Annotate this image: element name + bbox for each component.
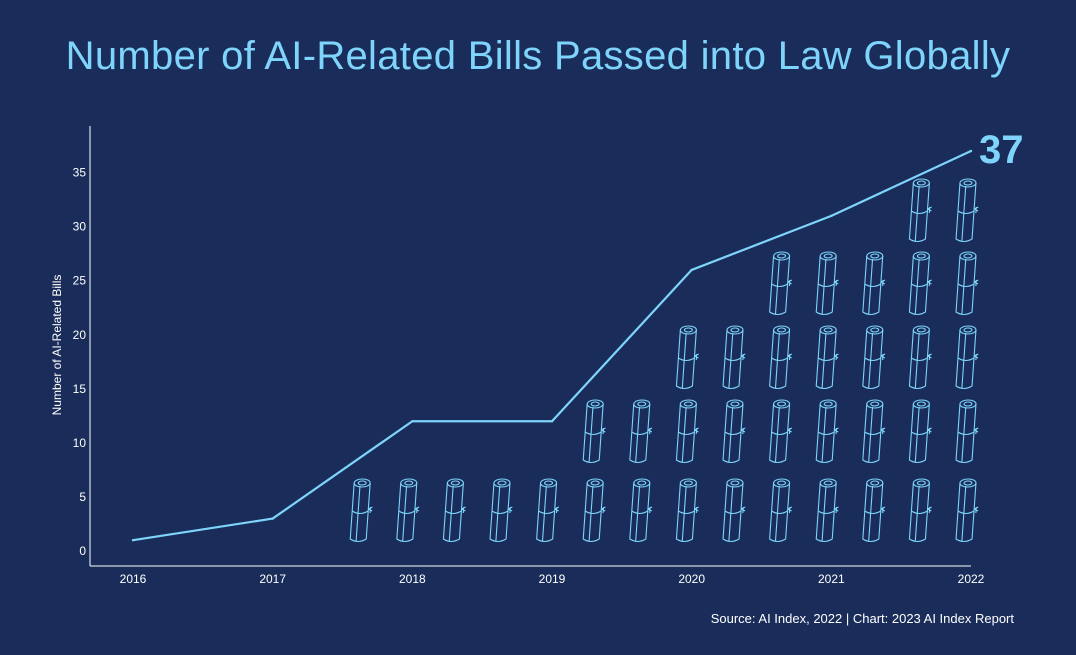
scroll-icon xyxy=(908,178,932,243)
x-tick-label: 2021 xyxy=(818,572,845,586)
scroll-icon xyxy=(908,325,932,390)
scroll-icon xyxy=(815,251,839,316)
data-point xyxy=(690,268,693,272)
y-tick-label: 30 xyxy=(73,220,87,234)
scroll-icon xyxy=(862,478,886,543)
y-tick-label: 35 xyxy=(73,166,87,180)
y-tick-label: 5 xyxy=(79,490,86,504)
data-point xyxy=(830,214,833,218)
scroll-icon xyxy=(955,178,979,243)
y-tick-label: 25 xyxy=(73,274,87,288)
scroll-icon xyxy=(489,478,513,543)
y-tick-label: 20 xyxy=(73,328,87,342)
scroll-icon xyxy=(536,478,560,543)
chart-title: Number of AI-Related Bills Passed into L… xyxy=(65,34,1011,78)
scroll-icon xyxy=(442,478,466,543)
y-axis-title: Number of AI-Related Bills xyxy=(50,275,64,416)
data-point xyxy=(271,517,274,520)
scroll-icon xyxy=(629,478,653,543)
x-tick-label: 2016 xyxy=(120,572,147,586)
scroll-icon xyxy=(862,325,886,390)
scroll-icon xyxy=(815,478,839,543)
scroll-icon xyxy=(955,325,979,390)
scroll-icon xyxy=(396,478,420,543)
scroll-icon xyxy=(908,478,932,543)
x-axis-ticks: 2016 2017 2018 2019 2020 2021 2022 xyxy=(120,572,985,586)
x-tick-label: 2020 xyxy=(678,572,705,586)
x-tick-label: 2018 xyxy=(399,572,426,586)
scroll-icon xyxy=(955,478,979,543)
data-point xyxy=(131,538,135,542)
series-line-group xyxy=(131,149,973,542)
data-point xyxy=(411,420,414,423)
scroll-icon xyxy=(769,325,793,390)
y-tick-label: 0 xyxy=(79,544,86,558)
scroll-icon xyxy=(862,399,886,464)
scroll-icon xyxy=(815,399,839,464)
scroll-icon xyxy=(722,478,746,543)
x-tick-label: 2017 xyxy=(259,572,286,586)
scroll-icon xyxy=(675,399,699,464)
scroll-icon xyxy=(722,399,746,464)
scroll-icon xyxy=(582,478,606,543)
x-tick-label: 2022 xyxy=(958,572,985,586)
scroll-icon xyxy=(349,478,373,543)
source-note: Source: AI Index, 2022 | Chart: 2023 AI … xyxy=(710,611,1014,626)
scroll-icon xyxy=(955,399,979,464)
scroll-icon xyxy=(815,325,839,390)
x-tick-label: 2019 xyxy=(539,572,566,586)
scroll-icon xyxy=(675,478,699,543)
scroll-icon xyxy=(629,399,653,464)
scroll-icon xyxy=(769,399,793,464)
scroll-icon xyxy=(675,325,699,390)
y-tick-label: 10 xyxy=(73,436,87,450)
scroll-icon xyxy=(862,251,886,316)
scroll-icon xyxy=(722,325,746,390)
scroll-icon xyxy=(769,251,793,316)
scroll-icon xyxy=(908,399,932,464)
scroll-icon xyxy=(582,399,606,464)
final-value-label: 37 xyxy=(979,128,1024,172)
axes xyxy=(89,126,971,567)
scroll-icon xyxy=(908,251,932,316)
y-tick-label: 15 xyxy=(73,382,87,396)
y-axis-ticks: 0 5 10 15 20 25 30 35 xyxy=(73,166,87,558)
data-point xyxy=(969,149,973,153)
data-point xyxy=(550,420,554,423)
scroll-icon xyxy=(769,478,793,543)
pictogram-icons xyxy=(349,178,979,543)
scroll-icon xyxy=(955,251,979,316)
